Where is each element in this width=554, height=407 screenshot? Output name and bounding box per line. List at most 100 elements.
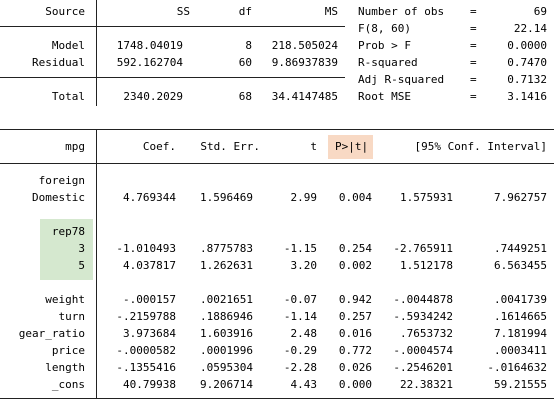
anova-df-value: 60	[238, 56, 252, 69]
stat-label: Number of obs	[358, 5, 445, 18]
ci-upper: .7449251	[494, 242, 547, 255]
ci-upper: 7.962757	[494, 191, 547, 204]
stat-label: F(8, 60)	[358, 22, 411, 35]
anova-ss-value: 1748.04019	[116, 39, 183, 52]
coef-header-p: P>|t|	[335, 140, 369, 153]
coef-value: -.000157	[123, 293, 176, 306]
group-label-foreign: foreign	[38, 174, 85, 187]
coef-value: -.2159788	[116, 310, 176, 323]
anova-header-ms: MS	[324, 5, 338, 18]
stat-equals: =	[470, 39, 477, 52]
coef-row-name: _cons	[51, 378, 85, 391]
coef-row-name: length	[45, 361, 85, 374]
coef-row-name: 5	[78, 259, 85, 272]
stat-equals: =	[470, 22, 477, 35]
anova-divider	[96, 0, 97, 106]
coef-header-ci: [95% Conf. Interval]	[414, 140, 547, 153]
stat-value: 22.14	[513, 22, 547, 35]
t-value: -2.28	[283, 361, 317, 374]
t-value: 2.99	[290, 191, 318, 204]
ci-upper: .0041739	[494, 293, 547, 306]
t-value: 4.43	[290, 378, 318, 391]
se-value: .1886946	[200, 310, 253, 323]
se-value: 1.262631	[200, 259, 253, 272]
coef-bottom-rule	[0, 398, 554, 399]
stat-equals: =	[470, 56, 477, 69]
stat-value: 0.0000	[507, 39, 547, 52]
coef-value: 40.79938	[123, 378, 176, 391]
ci-upper: 6.563455	[494, 259, 547, 272]
stat-equals: =	[470, 5, 477, 18]
p-value: 0.000	[338, 378, 372, 391]
stat-label: R-squared	[358, 56, 418, 69]
coef-header-var: mpg	[65, 140, 85, 153]
ci-upper: .1614665	[494, 310, 547, 323]
ci-lower: -.5934242	[393, 310, 453, 323]
group-label-rep78: rep78	[51, 225, 85, 238]
ci-lower: 1.575931	[400, 191, 453, 204]
stat-value: 3.1416	[507, 90, 547, 103]
coef-row-name: gear_ratio	[18, 327, 85, 340]
coef-row-name: price	[51, 344, 85, 357]
coef-value: 4.769344	[123, 191, 176, 204]
t-value: -0.29	[283, 344, 317, 357]
coef-top-rule	[0, 129, 554, 130]
se-value: 1.603916	[200, 327, 253, 340]
rep78-highlight	[40, 219, 93, 280]
anova-ss-value: 2340.2029	[123, 90, 183, 103]
ci-upper: .0003411	[494, 344, 547, 357]
stat-value: 0.7470	[507, 56, 547, 69]
ci-upper: 7.181994	[494, 327, 547, 340]
se-value: 1.596469	[200, 191, 253, 204]
anova-row-label: Total	[51, 90, 85, 103]
stat-label: Prob > F	[358, 39, 411, 52]
coef-divider	[96, 130, 97, 399]
coef-row-name: Domestic	[32, 191, 85, 204]
se-value: .0595304	[200, 361, 253, 374]
p-value: 0.942	[338, 293, 372, 306]
ci-lower: .7653732	[400, 327, 453, 340]
ci-lower: -2.765911	[393, 242, 453, 255]
ci-upper: 59.21555	[494, 378, 547, 391]
anova-header-source: Source	[45, 5, 85, 18]
coef-value: 3.973684	[123, 327, 176, 340]
coef-header-t: t	[310, 140, 317, 153]
se-value: .0021651	[200, 293, 253, 306]
anova-top-rule	[0, 26, 345, 27]
p-value: 0.026	[338, 361, 372, 374]
stat-equals: =	[470, 73, 477, 86]
anova-row-label: Model	[51, 39, 85, 52]
p-header-highlight	[328, 135, 373, 159]
anova-header-ss: SS	[176, 5, 190, 18]
anova-row-label: Residual	[32, 56, 85, 69]
p-value: 0.004	[338, 191, 372, 204]
coef-value: 4.037817	[123, 259, 176, 272]
coef-value: -1.010493	[116, 242, 176, 255]
ci-lower: 22.38321	[400, 378, 453, 391]
ci-lower: -.0004574	[393, 344, 453, 357]
anova-df-value: 68	[238, 90, 252, 103]
ci-lower: -.0044878	[393, 293, 453, 306]
t-value: 3.20	[290, 259, 318, 272]
t-value: -1.15	[283, 242, 317, 255]
coef-row-name: 3	[78, 242, 85, 255]
anova-df-value: 8	[245, 39, 252, 52]
anova-ms-value: 9.86937839	[271, 56, 338, 69]
coef-value: -.1355416	[116, 361, 176, 374]
p-value: 0.257	[338, 310, 372, 323]
anova-header-df: df	[238, 5, 252, 18]
se-value: 9.206714	[200, 378, 253, 391]
anova-ms-value: 34.4147485	[271, 90, 338, 103]
coef-row-name: turn	[58, 310, 86, 323]
stat-label: Root MSE	[358, 90, 411, 103]
se-value: .8775783	[200, 242, 253, 255]
t-value: -0.07	[283, 293, 317, 306]
coef-value: -.0000582	[116, 344, 176, 357]
anova-ms-value: 218.505024	[271, 39, 338, 52]
ci-lower: 1.512178	[400, 259, 453, 272]
se-value: .0001996	[200, 344, 253, 357]
anova-ss-value: 592.162704	[116, 56, 183, 69]
coef-row-name: weight	[45, 293, 85, 306]
coef-header-rule	[0, 163, 554, 164]
stat-value: 0.7132	[507, 73, 547, 86]
